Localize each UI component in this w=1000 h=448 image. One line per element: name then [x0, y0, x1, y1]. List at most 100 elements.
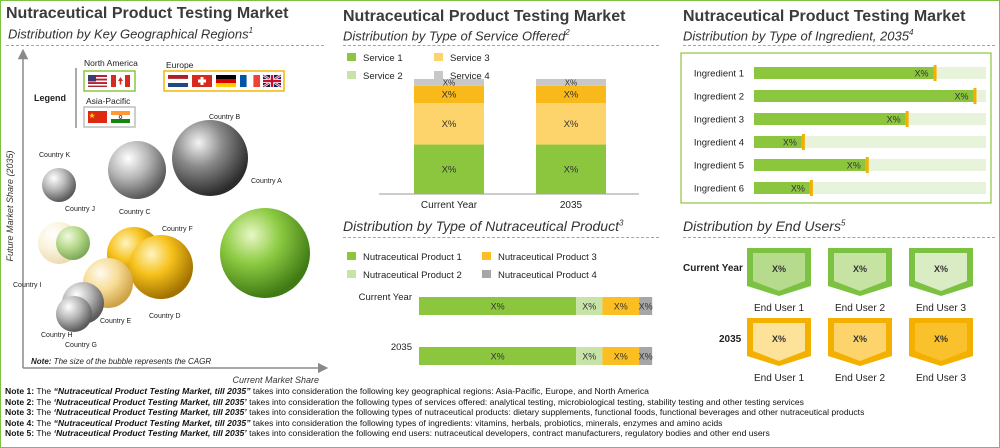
bubble-country-c — [108, 141, 166, 199]
end-user-label-2-current: End User 2 — [834, 303, 886, 314]
service-legend-swatch-1 — [347, 53, 356, 61]
flag-china-icon — [88, 111, 107, 123]
ingredient-marker-3 — [905, 111, 909, 127]
footnote-4: Note 4: The “Nutraceutical Product Testi… — [5, 417, 723, 428]
ingredient-value-5: X% — [847, 161, 861, 171]
end-user-shields: X% X% X% X% X% X% — [747, 248, 973, 366]
panel1-divider — [6, 45, 324, 46]
service-legend-swatch-2 — [347, 71, 356, 79]
end-user-label-3-2035: End User 3 — [915, 373, 967, 384]
service-bar-value-2035-4: X% — [565, 78, 577, 87]
service-bar-value-current-year-3: X% — [442, 90, 457, 101]
service-bar-current-year-seg-4 — [414, 79, 484, 86]
ingredient-label-1: Ingredient 1 — [694, 69, 744, 80]
bubble-label-country-b: Country B — [209, 114, 240, 121]
legend-flags-north-america — [83, 70, 136, 92]
bubble-country-h — [56, 296, 92, 332]
ingredient-bar-6 — [754, 182, 810, 194]
footnote-5: Note 5: The ‘Nutraceutical Product Testi… — [5, 428, 770, 439]
ingredient-bar-1 — [754, 67, 934, 79]
flag-germany-icon — [216, 75, 236, 87]
flag-usa-icon — [88, 75, 107, 87]
footnote-2: Note 2: The ‘Nutraceutical Product Testi… — [5, 396, 804, 407]
end-user-shield-inner-1-1 — [753, 253, 805, 291]
ingredient-marker-4 — [801, 134, 805, 150]
flag-india-icon — [111, 111, 130, 123]
flag-uk-icon — [262, 74, 282, 88]
product-bar-current-year-seg-1 — [419, 297, 577, 315]
ingredient-label-5: Ingredient 5 — [694, 161, 744, 172]
bubble-label-country-d: Country D — [149, 313, 181, 320]
ingredient-value-6: X% — [791, 184, 805, 194]
end-user-shield-inner-1-3 — [915, 253, 967, 291]
ingredient-bar-3 — [754, 113, 906, 125]
product-legend-label-2: Nutraceutical Product 2 — [363, 270, 462, 281]
service-bar-value-current-year-1: X% — [442, 164, 457, 175]
service-bar-value-2035-2: X% — [564, 119, 579, 130]
bubble-label-country-k: Country K — [39, 152, 70, 159]
panel1-title: Nutraceutical Product Testing Market — [6, 5, 289, 22]
product-bar-value-2035-2: X% — [582, 352, 596, 362]
product-stacked-chart: Nutraceutical Product 1 Nutraceutical Pro… — [347, 252, 653, 365]
service-bar-value-current-year-4: X% — [443, 78, 455, 87]
end-user-row-label-2035: 2035 — [719, 334, 742, 345]
product-legend-label-1: Nutraceutical Product 1 — [363, 252, 462, 263]
service-bar-current-year-seg-3 — [414, 85, 484, 104]
panel5-divider — [683, 237, 995, 238]
panel2-divider — [343, 45, 659, 46]
end-user-value-1-3: X% — [934, 264, 948, 274]
end-user-row-label-current: Current Year — [683, 263, 743, 274]
bubble-series: Country A Country B Country C Country D Coun… — [13, 114, 310, 349]
ingredient-label-2: Ingredient 2 — [694, 92, 744, 103]
end-user-label-1-2035: End User 1 — [753, 373, 805, 384]
service-bar-2035-seg-2 — [536, 103, 606, 145]
product-legend-swatch-1 — [347, 252, 356, 260]
bubble-country-k — [42, 168, 76, 202]
bubble-chart: Future Market Share (2035) Current Marke… — [5, 48, 329, 385]
flag-netherlands-icon — [167, 75, 189, 87]
y-axis-label: Future Market Share (2035) — [5, 150, 15, 261]
ingredient-value-2: X% — [954, 92, 968, 102]
service-legend-swatch-4 — [434, 71, 443, 79]
ingredient-label-4: Ingredient 4 — [694, 138, 744, 149]
flag-france-icon — [240, 75, 260, 87]
ingredient-chart: Ingredient 1 X% Ingredient 2 X% Ingredient 3… — [680, 52, 992, 204]
product-bar-value-2035-1: X% — [491, 352, 505, 362]
product-category-current-year: Current Year — [359, 292, 412, 303]
flag-switzerland-icon — [192, 75, 212, 87]
bubble-country-b — [172, 120, 248, 196]
service-bar-2035-seg-4 — [536, 79, 606, 86]
product-bar-2035-seg-2 — [576, 347, 603, 365]
panel3-divider — [683, 45, 995, 46]
end-user-shield-inner-2-1 — [753, 323, 805, 361]
ingredient-bars: Ingredient 1 X% Ingredient 2 X% Ingredient 3… — [694, 65, 986, 196]
product-bar-value-current-year-1: X% — [491, 302, 505, 312]
service-legend: Service 1 Service 2 Service 3 Service 4 — [347, 53, 490, 82]
service-category-2035: 2035 — [560, 200, 583, 211]
service-legend-label-3: Service 3 — [450, 53, 490, 64]
legend-region-europe: Europe — [166, 60, 194, 70]
bubble-country-j — [56, 226, 90, 260]
panel5-subtitle: Distribution by End Users5 — [683, 218, 846, 234]
ingredient-value-4: X% — [783, 138, 797, 148]
product-bar-2035-seg-3 — [602, 347, 640, 365]
bubble-label-country-j: Country J — [65, 206, 95, 213]
panel3-subtitle: Distribution by Type of Ingredient, 2035… — [683, 28, 914, 44]
product-bar-value-2035-3: X% — [614, 352, 628, 362]
footnotes: Note 1: The “Nutraceutical Product Testi… — [5, 386, 995, 439]
ingredient-marker-1 — [933, 65, 937, 81]
end-user-value-2-2: X% — [853, 334, 867, 344]
panel2-subtitle: Distribution by Type of Service Offered2 — [343, 28, 570, 44]
end-user-value-1-1: X% — [772, 264, 786, 274]
product-bar-value-current-year-4: X% — [639, 302, 653, 312]
product-legend-swatch-3 — [482, 252, 491, 260]
ingredient-value-3: X% — [887, 115, 901, 125]
service-bars: X% X% X% X% Current Year X% X% X% X% 2035 — [414, 78, 606, 211]
legend-region-asia-pacific: Asia-Pacific — [86, 96, 131, 106]
product-category-2035: 2035 — [391, 342, 412, 353]
end-user-label-1-current: End User 1 — [753, 303, 805, 314]
ingredient-label-6: Ingredient 6 — [694, 184, 744, 195]
end-user-label-3-current: End User 3 — [915, 303, 967, 314]
